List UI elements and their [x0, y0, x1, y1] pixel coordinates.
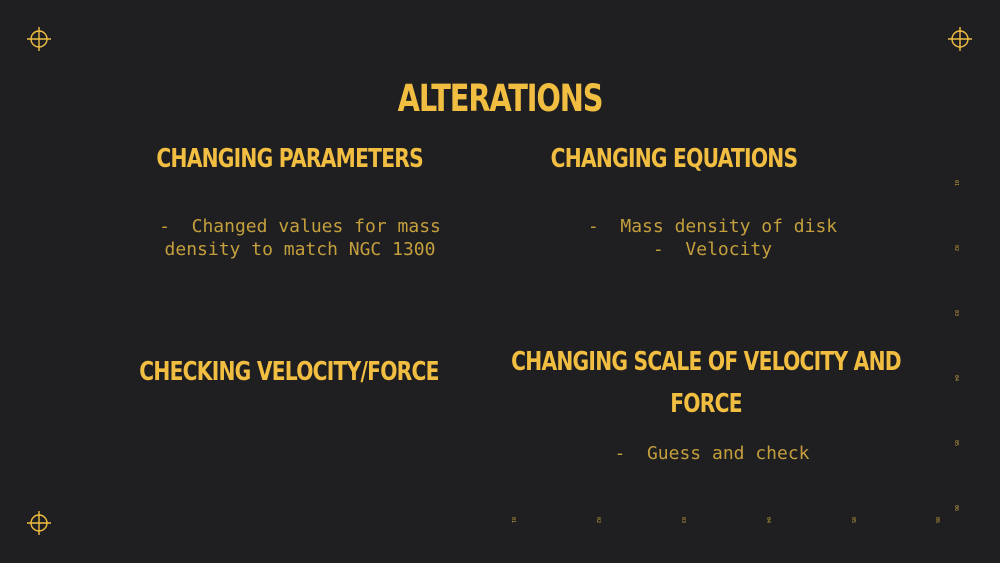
ruler-bottom-tick: 04 — [765, 517, 771, 523]
ruler-right-tick: 02 — [953, 245, 959, 251]
bullet-line: - Changed values for mass — [100, 215, 500, 238]
crosshair-icon — [27, 511, 51, 535]
crosshair-icon — [27, 27, 51, 51]
crosshair-icon — [948, 27, 972, 51]
section-heading-checking-velocity-force: CHECKING VELOCITY/FORCE — [133, 351, 445, 393]
section-heading-changing-parameters: CHANGING PARAMETERS — [156, 138, 421, 180]
ruler-right-tick: 05 — [953, 440, 959, 446]
section-heading-changing-equations: CHANGING EQUATIONS — [541, 138, 806, 180]
slide-title: ALTERATIONS — [110, 76, 890, 122]
ruler-bottom-tick: 06 — [934, 517, 940, 523]
section-body-changing-scale: - Guess and check — [512, 442, 912, 465]
ruler-bottom-tick: 05 — [850, 517, 856, 523]
ruler-bottom-tick: 01 — [510, 517, 516, 523]
heading-line: FORCE — [511, 383, 901, 425]
bullet-line: density to match NGC 1300 — [100, 238, 500, 261]
ruler-right-tick: 04 — [953, 375, 959, 381]
ruler-right-tick: 06 — [953, 505, 959, 511]
ruler-bottom-tick: 03 — [680, 517, 686, 523]
ruler-right-tick: 03 — [953, 310, 959, 316]
bullet-line: - Velocity — [500, 238, 925, 261]
bullet-line: - Mass density of disk — [500, 215, 925, 238]
section-body-changing-equations: - Mass density of disk - Velocity — [500, 215, 925, 261]
ruler-bottom-tick: 02 — [595, 517, 601, 523]
section-body-changing-parameters: - Changed values for mass density to matc… — [100, 215, 500, 261]
ruler-right-tick: 01 — [953, 180, 959, 186]
section-heading-changing-scale: CHANGING SCALE OF VELOCITY AND FORCE — [511, 341, 901, 425]
heading-line: CHANGING SCALE OF VELOCITY AND — [511, 341, 901, 383]
